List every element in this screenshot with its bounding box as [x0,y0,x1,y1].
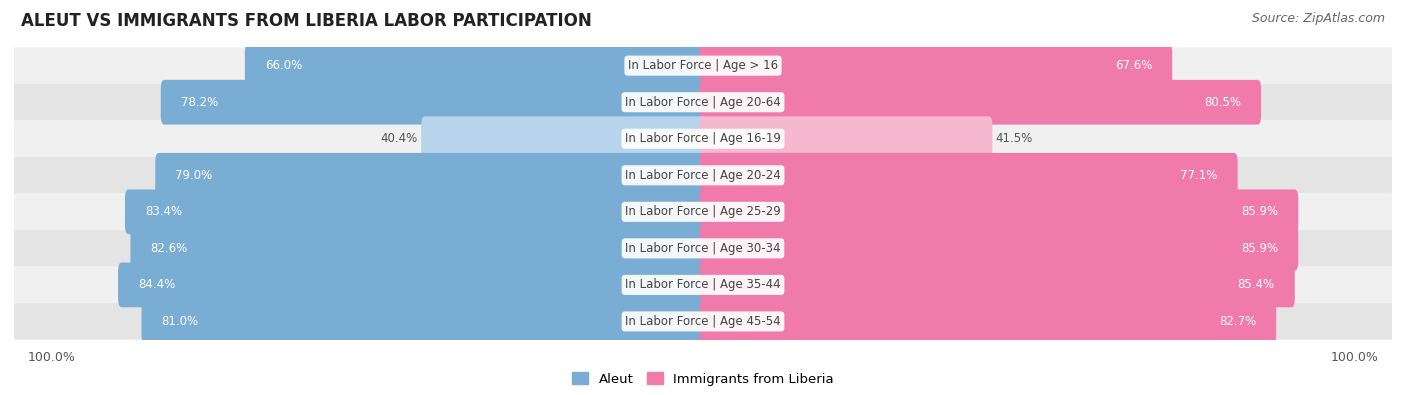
Legend: Aleut, Immigrants from Liberia: Aleut, Immigrants from Liberia [572,372,834,386]
FancyBboxPatch shape [14,47,1392,84]
FancyBboxPatch shape [14,230,1392,267]
Text: 85.4%: 85.4% [1237,278,1275,292]
FancyBboxPatch shape [131,226,706,271]
FancyBboxPatch shape [118,263,706,307]
FancyBboxPatch shape [155,153,706,198]
Text: 83.4%: 83.4% [145,205,183,218]
Text: 85.9%: 85.9% [1241,242,1278,255]
Text: 77.1%: 77.1% [1180,169,1218,182]
FancyBboxPatch shape [700,263,1295,307]
FancyBboxPatch shape [700,153,1237,198]
FancyBboxPatch shape [700,190,1298,234]
FancyBboxPatch shape [14,267,1392,303]
Text: 78.2%: 78.2% [181,96,218,109]
Text: 41.5%: 41.5% [995,132,1033,145]
FancyBboxPatch shape [700,43,1173,88]
FancyBboxPatch shape [125,190,706,234]
FancyBboxPatch shape [14,303,1392,340]
Text: 81.0%: 81.0% [162,315,198,328]
FancyBboxPatch shape [700,80,1261,124]
FancyBboxPatch shape [14,157,1392,194]
Text: 84.4%: 84.4% [138,278,176,292]
FancyBboxPatch shape [700,299,1277,344]
FancyBboxPatch shape [14,194,1392,230]
Text: In Labor Force | Age 25-29: In Labor Force | Age 25-29 [626,205,780,218]
Text: 66.0%: 66.0% [264,59,302,72]
FancyBboxPatch shape [160,80,706,124]
Text: ALEUT VS IMMIGRANTS FROM LIBERIA LABOR PARTICIPATION: ALEUT VS IMMIGRANTS FROM LIBERIA LABOR P… [21,12,592,30]
Text: In Labor Force | Age 30-34: In Labor Force | Age 30-34 [626,242,780,255]
Text: 80.5%: 80.5% [1204,96,1241,109]
Text: 85.9%: 85.9% [1241,205,1278,218]
Text: 40.4%: 40.4% [381,132,418,145]
Text: 82.6%: 82.6% [150,242,188,255]
Text: In Labor Force | Age > 16: In Labor Force | Age > 16 [628,59,778,72]
Text: 100.0%: 100.0% [1330,352,1378,365]
Text: In Labor Force | Age 20-24: In Labor Force | Age 20-24 [626,169,780,182]
FancyBboxPatch shape [245,43,706,88]
Text: 79.0%: 79.0% [176,169,212,182]
Text: 100.0%: 100.0% [28,352,76,365]
FancyBboxPatch shape [14,84,1392,120]
Text: Source: ZipAtlas.com: Source: ZipAtlas.com [1251,12,1385,25]
FancyBboxPatch shape [700,226,1298,271]
FancyBboxPatch shape [700,117,993,161]
Text: In Labor Force | Age 16-19: In Labor Force | Age 16-19 [626,132,780,145]
FancyBboxPatch shape [422,117,706,161]
Text: 67.6%: 67.6% [1115,59,1152,72]
Text: In Labor Force | Age 45-54: In Labor Force | Age 45-54 [626,315,780,328]
FancyBboxPatch shape [142,299,706,344]
FancyBboxPatch shape [14,120,1392,157]
Text: In Labor Force | Age 20-64: In Labor Force | Age 20-64 [626,96,780,109]
Text: 82.7%: 82.7% [1219,315,1256,328]
Text: In Labor Force | Age 35-44: In Labor Force | Age 35-44 [626,278,780,292]
